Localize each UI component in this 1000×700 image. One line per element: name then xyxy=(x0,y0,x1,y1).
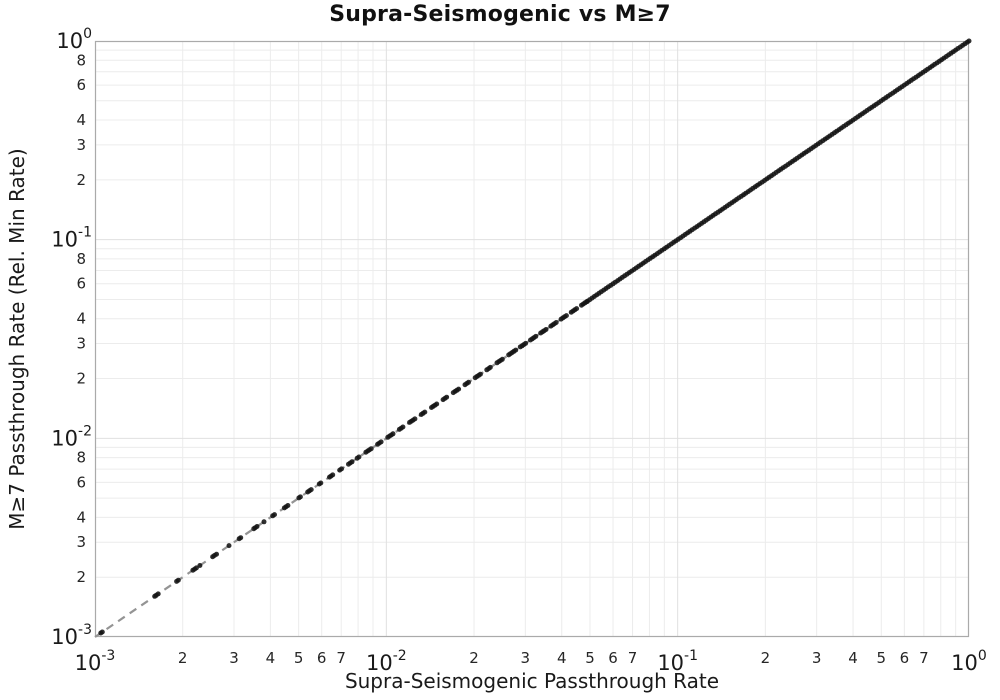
data-point xyxy=(378,439,384,445)
y-axis-label: M≥7 Passthrough Rate (Rel. Min Rate) xyxy=(5,148,29,530)
plot-border xyxy=(94,40,970,638)
data-point xyxy=(330,472,336,478)
y-minor-tick-label: 4 xyxy=(76,508,86,526)
data-point xyxy=(444,394,450,400)
y-minor-tick-label: 3 xyxy=(76,335,86,353)
data-point xyxy=(193,565,199,571)
data-point xyxy=(226,543,232,549)
data-point xyxy=(238,535,244,541)
data-point xyxy=(412,416,418,422)
x-major-tick-label: 10-3 xyxy=(75,648,116,675)
y-minor-tick-label: 3 xyxy=(76,136,86,154)
y-minor-tick-label: 8 xyxy=(76,449,86,467)
x-minor-tick-label: 7 xyxy=(919,649,929,667)
data-point xyxy=(513,347,519,353)
data-point xyxy=(197,563,203,568)
x-minor-tick-label: 5 xyxy=(294,649,304,667)
x-minor-tick-label: 6 xyxy=(900,649,910,667)
data-point xyxy=(456,386,462,392)
y-minor-tick-label: 2 xyxy=(76,171,86,189)
data-point xyxy=(254,524,260,529)
data-point xyxy=(99,629,105,635)
scatter-points xyxy=(98,38,972,636)
y-minor-tick-label: 2 xyxy=(76,370,86,388)
data-point xyxy=(308,487,314,493)
data-point xyxy=(400,424,406,430)
y-minor-tick-label: 8 xyxy=(76,51,86,69)
x-major-tick-label: 10-1 xyxy=(657,648,698,675)
data-point xyxy=(390,431,396,437)
data-point xyxy=(155,591,161,597)
data-point xyxy=(368,446,374,452)
x-minor-tick-label: 2 xyxy=(761,649,771,667)
y-major-tick-label: 10-1 xyxy=(51,225,92,252)
x-minor-tick-label: 7 xyxy=(628,649,638,667)
data-point xyxy=(272,512,277,518)
x-major-tick-label: 10-2 xyxy=(366,648,407,675)
data-point xyxy=(297,494,303,500)
x-major-tick-label: 100 xyxy=(951,648,987,675)
data-point xyxy=(466,379,471,385)
data-point xyxy=(318,480,324,486)
major-gridlines xyxy=(95,41,969,637)
x-minor-tick-label: 6 xyxy=(608,649,618,667)
data-point xyxy=(499,356,505,362)
y-minor-tick-label: 6 xyxy=(76,275,86,293)
data-point xyxy=(563,313,569,319)
x-minor-tick-label: 5 xyxy=(585,649,595,667)
minor-gridlines xyxy=(95,41,969,637)
x-minor-tick-label: 4 xyxy=(557,649,567,667)
data-point xyxy=(422,409,428,415)
y-major-tick-label: 10-2 xyxy=(51,423,92,450)
x-minor-tick-label: 7 xyxy=(336,649,346,667)
x-minor-tick-label: 3 xyxy=(521,649,531,667)
x-minor-tick-label: 4 xyxy=(266,649,276,667)
data-point xyxy=(175,577,181,583)
data-point xyxy=(356,454,362,460)
x-minor-tick-label: 6 xyxy=(317,649,327,667)
data-point xyxy=(487,364,493,370)
y-minor-tick-label: 6 xyxy=(76,76,86,94)
x-axis-label: Supra-Seismogenic Passthrough Rate xyxy=(344,669,720,693)
y-minor-tick-label: 4 xyxy=(76,111,86,129)
data-point xyxy=(523,340,529,346)
x-minor-tick-label: 3 xyxy=(812,649,822,667)
data-point xyxy=(543,327,549,332)
data-point xyxy=(533,333,539,339)
data-point xyxy=(966,38,972,44)
y-minor-tick-label: 4 xyxy=(76,310,86,328)
y-major-tick-label: 10-3 xyxy=(51,622,92,649)
data-point xyxy=(349,459,355,465)
y-major-tick-label: 100 xyxy=(56,26,92,53)
data-point xyxy=(214,551,219,557)
data-point xyxy=(285,503,291,508)
x-minor-tick-label: 4 xyxy=(848,649,858,667)
x-minor-tick-label: 3 xyxy=(229,649,239,667)
data-point xyxy=(574,306,580,312)
chart-title: Supra-Seismogenic vs M≥7 xyxy=(329,2,671,27)
y-minor-tick-label: 3 xyxy=(76,533,86,551)
data-point xyxy=(553,320,559,325)
data-point xyxy=(477,371,483,377)
y-minor-tick-label: 8 xyxy=(76,250,86,268)
x-minor-tick-label: 2 xyxy=(178,649,188,667)
x-minor-tick-label: 2 xyxy=(469,649,479,667)
y-minor-tick-label: 6 xyxy=(76,473,86,491)
data-point xyxy=(261,519,267,525)
y-minor-tick-label: 2 xyxy=(76,568,86,586)
x-minor-tick-label: 5 xyxy=(877,649,887,667)
data-point xyxy=(339,466,344,472)
data-point xyxy=(434,401,440,407)
